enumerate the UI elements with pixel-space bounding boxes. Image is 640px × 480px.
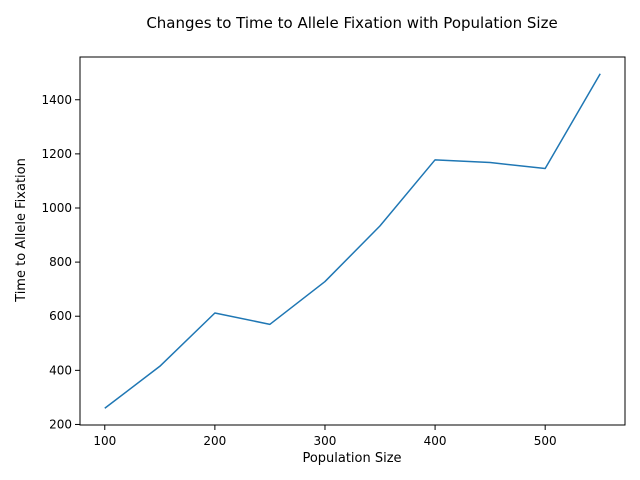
chart-title: Changes to Time to Allele Fixation with … bbox=[146, 14, 557, 32]
x-axis-ticks: 100 200 300 400 500 bbox=[93, 425, 557, 448]
x-tick-label: 300 bbox=[314, 434, 337, 448]
axes-frame bbox=[79, 56, 626, 426]
x-tick-label: 100 bbox=[93, 434, 116, 448]
y-axis-label: Time to Allele Fixation bbox=[14, 158, 29, 303]
y-tick-label: 400 bbox=[49, 363, 72, 377]
x-tick-label: 400 bbox=[424, 434, 447, 448]
y-tick-label: 1000 bbox=[41, 201, 72, 215]
y-tick-label: 800 bbox=[49, 255, 72, 269]
y-tick-label: 600 bbox=[49, 309, 72, 323]
y-tick-label: 200 bbox=[49, 417, 72, 431]
x-axis-label: Population Size bbox=[302, 451, 401, 466]
x-tick-label: 200 bbox=[203, 434, 226, 448]
y-tick-label: 1400 bbox=[41, 93, 72, 107]
y-axis-ticks: 200 400 600 800 1000 1200 1400 bbox=[41, 93, 80, 431]
plot-area bbox=[104, 73, 601, 409]
x-tick-label: 500 bbox=[534, 434, 557, 448]
series-line bbox=[104, 73, 601, 409]
y-tick-label: 1200 bbox=[41, 147, 72, 161]
